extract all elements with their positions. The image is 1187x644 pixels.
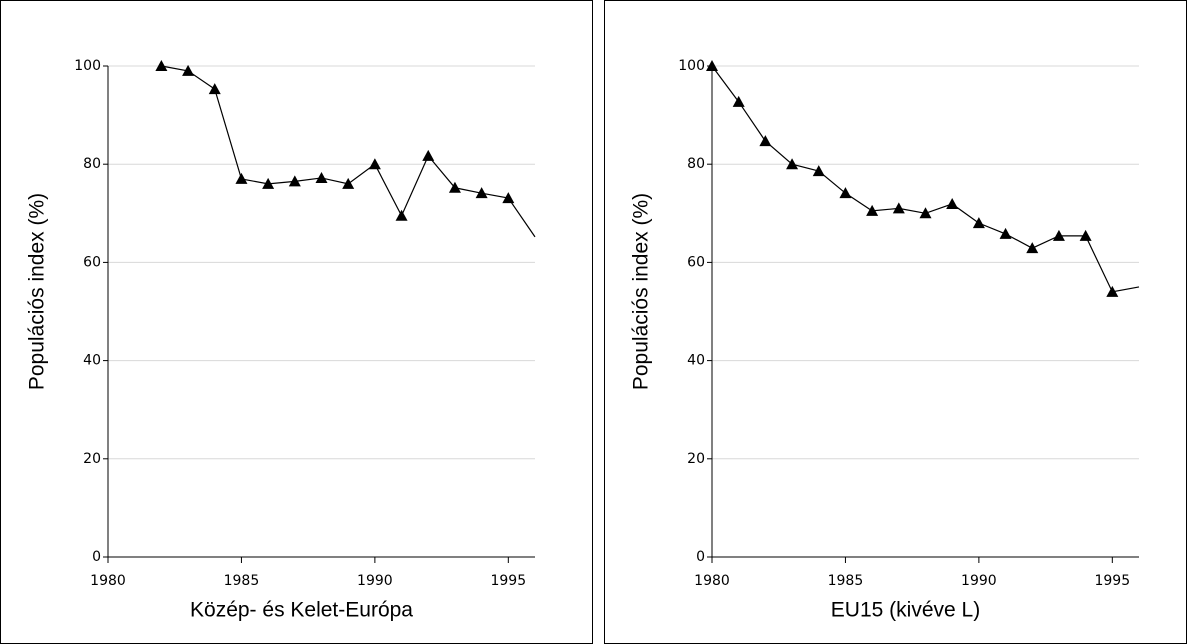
marker bbox=[839, 187, 852, 199]
marker bbox=[262, 177, 275, 189]
marker bbox=[502, 192, 515, 204]
y-tick-label: 20 bbox=[83, 451, 101, 467]
marker bbox=[208, 83, 221, 95]
y-tick-label: 40 bbox=[83, 353, 101, 369]
marker bbox=[368, 158, 381, 170]
marker bbox=[1079, 229, 1092, 241]
y-tick-label: 40 bbox=[687, 353, 705, 369]
marker bbox=[972, 217, 985, 229]
y-tick-label: 20 bbox=[687, 451, 705, 467]
y-tick-label: 100 bbox=[74, 58, 101, 74]
marker bbox=[395, 209, 408, 221]
marker bbox=[786, 158, 799, 170]
x-tick-label: 1980 bbox=[694, 573, 730, 589]
marker bbox=[759, 135, 772, 147]
x-tick-label: 1995 bbox=[490, 573, 526, 589]
marker bbox=[1052, 229, 1065, 241]
marker bbox=[999, 227, 1012, 239]
x-tick-label: 1995 bbox=[1094, 573, 1130, 589]
x-tick-label: 1990 bbox=[961, 573, 997, 589]
x-tick-label: 1980 bbox=[90, 573, 126, 589]
x-tick-label: 1985 bbox=[828, 573, 864, 589]
x-tick-label: 1985 bbox=[224, 573, 260, 589]
marker bbox=[155, 60, 168, 71]
marker bbox=[288, 175, 301, 187]
marker bbox=[448, 181, 461, 193]
y-axis-label: Populációs index (%) bbox=[26, 193, 49, 390]
marker bbox=[342, 177, 355, 189]
y-tick-label: 0 bbox=[92, 549, 101, 565]
y-tick-label: 80 bbox=[687, 156, 705, 172]
y-axis-label: Populációs index (%) bbox=[630, 193, 653, 390]
panel-frame bbox=[604, 0, 1187, 644]
marker bbox=[315, 171, 328, 183]
x-axis-label: Közép- és Kelet-Európa bbox=[190, 599, 413, 622]
marker bbox=[235, 172, 248, 184]
marker bbox=[946, 197, 959, 209]
marker bbox=[422, 149, 435, 161]
marker bbox=[812, 165, 825, 177]
x-tick-label: 1990 bbox=[357, 573, 393, 589]
marker bbox=[1026, 242, 1039, 254]
panel-frame bbox=[0, 0, 593, 644]
marker bbox=[706, 60, 718, 71]
marker bbox=[732, 95, 745, 107]
y-tick-label: 60 bbox=[687, 254, 705, 270]
marker bbox=[892, 202, 905, 214]
y-tick-label: 60 bbox=[83, 254, 101, 270]
marker bbox=[182, 64, 195, 76]
marker bbox=[866, 204, 879, 216]
y-tick-label: 80 bbox=[83, 156, 101, 172]
marker bbox=[475, 187, 488, 199]
marker bbox=[1106, 285, 1119, 297]
y-tick-label: 100 bbox=[678, 58, 705, 74]
x-axis-label: EU15 (kivéve L) bbox=[831, 599, 980, 622]
marker bbox=[919, 207, 932, 219]
y-tick-label: 0 bbox=[696, 549, 705, 565]
